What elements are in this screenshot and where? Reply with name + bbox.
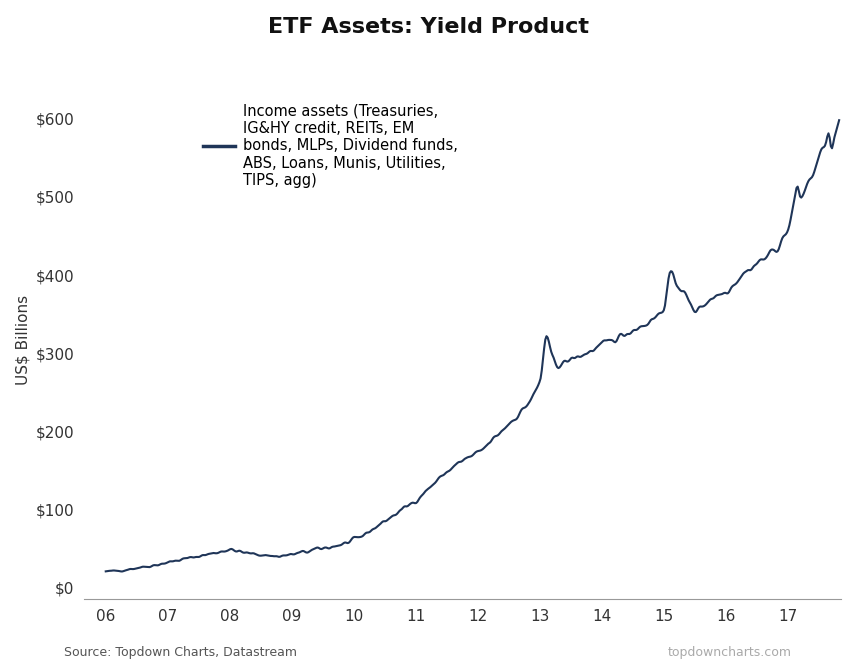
Y-axis label: US$ Billions: US$ Billions xyxy=(15,295,30,385)
Legend: Income assets (Treasuries,
IG&HY credit, REITs, EM
bonds, MLPs, Dividend funds,
: Income assets (Treasuries, IG&HY credit,… xyxy=(197,97,463,194)
Text: topdowncharts.com: topdowncharts.com xyxy=(668,645,792,659)
Text: Source: Topdown Charts, Datastream: Source: Topdown Charts, Datastream xyxy=(64,645,297,659)
Text: ETF Assets: Yield Product: ETF Assets: Yield Product xyxy=(267,17,589,36)
